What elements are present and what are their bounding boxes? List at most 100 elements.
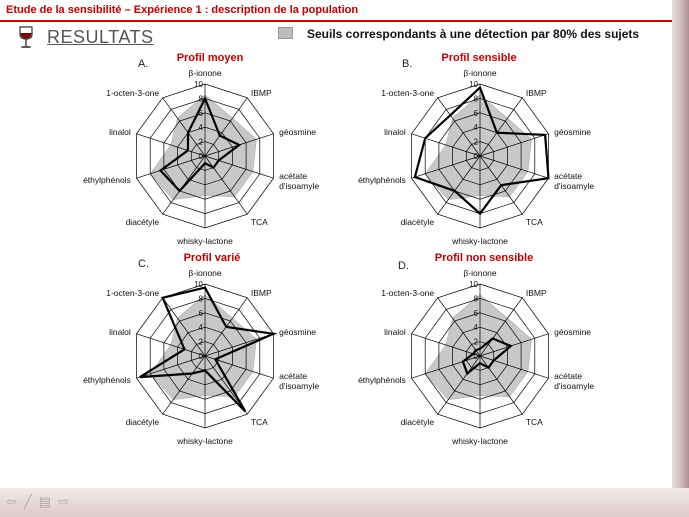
slide-navigation: ⇦ ╱ ▤ ⇨ <box>6 494 76 510</box>
legend: Seuils correspondants à une détection pa… <box>278 27 639 41</box>
grid-spoke <box>479 155 549 179</box>
legend-swatch <box>278 27 293 39</box>
tick-label: 0 <box>199 352 204 361</box>
axis-label: diacétyle <box>401 217 435 227</box>
axis-label: acétate <box>554 371 582 381</box>
axis-label: géosmine <box>554 127 591 137</box>
tick-label: 4 <box>199 123 204 132</box>
grid-spoke <box>437 355 481 415</box>
axis-label: éthylphénols <box>358 375 406 385</box>
grid-spoke <box>136 333 206 357</box>
axis-label: linalol <box>109 127 131 137</box>
grid-spoke <box>136 355 206 379</box>
axis-label: β-ionone <box>188 68 222 78</box>
axis-label: diacétyle <box>126 217 160 227</box>
axis-label: 1-octen-3-one <box>381 288 434 298</box>
axis-label: TCA <box>526 217 543 227</box>
axis-label: diacétyle <box>401 417 435 427</box>
axis-label: diacétyle <box>126 417 160 427</box>
tick-label: 6 <box>199 109 204 118</box>
axis-label: acétate <box>554 171 582 181</box>
tick-label: 6 <box>474 109 479 118</box>
tick-label: 10 <box>194 280 203 289</box>
axis-label: géosmine <box>279 127 316 137</box>
chart-letter: C. <box>138 258 149 270</box>
axis-label: acétate <box>279 371 307 381</box>
axis-label: β-ionone <box>188 268 222 278</box>
tick-label: 6 <box>474 309 479 318</box>
tick-label: 0 <box>474 152 479 161</box>
axis-label: 1-octen-3-one <box>106 288 159 298</box>
grid-spoke <box>437 97 481 157</box>
grid-spoke <box>479 133 549 157</box>
axis-label: whisky-lactone <box>176 236 233 246</box>
grid-spoke <box>162 355 206 415</box>
grid-spoke <box>479 297 523 357</box>
grid-spoke <box>411 333 481 357</box>
profile-line-2 <box>139 286 278 413</box>
legend-label: Seuils correspondants à une détection pa… <box>307 27 640 41</box>
axis-label: d'isoamyle <box>554 181 594 191</box>
tick-label: 8 <box>474 294 479 303</box>
tick-label: 8 <box>474 94 479 103</box>
axis-label: whisky-lactone <box>176 436 233 446</box>
arrow-left-icon[interactable]: ⇦ <box>6 494 17 509</box>
axis-label: 1-octen-3-one <box>381 88 434 98</box>
grid-spoke <box>479 97 523 157</box>
axis-label: TCA <box>526 417 543 427</box>
axis-label: TCA <box>251 417 268 427</box>
axis-label: linalol <box>109 327 131 337</box>
grid-spoke <box>411 133 481 157</box>
grid-spoke <box>204 155 274 179</box>
chart-title: Profil moyen <box>177 52 244 64</box>
grid-spoke <box>136 155 206 179</box>
axis-label: whisky-lactone <box>451 236 508 246</box>
section-title: RESULTATS <box>47 27 154 47</box>
axis-label: IBMP <box>251 88 272 98</box>
grid-spoke <box>162 297 206 357</box>
axis-label: d'isoamyle <box>279 381 319 391</box>
axis-label: éthylphénols <box>358 175 406 185</box>
tick-label: 2 <box>474 338 479 347</box>
chart-letter: D. <box>398 260 409 272</box>
axis-label: éthylphénols <box>83 375 131 385</box>
profile-line-3 <box>461 337 513 376</box>
header-title: Etude de la sensibilité – Expérience 1 :… <box>6 4 359 16</box>
screen-icon[interactable]: ▤ <box>38 494 52 509</box>
axis-label: d'isoamyle <box>279 181 319 191</box>
pen-icon[interactable]: ╱ <box>23 494 32 509</box>
header-divider <box>0 20 672 22</box>
tick-label: 6 <box>199 309 204 318</box>
tick-label: 4 <box>474 323 479 332</box>
tick-label: 4 <box>474 123 479 132</box>
axis-label: géosmine <box>279 327 316 337</box>
wine-glass-icon <box>19 26 33 48</box>
tick-label: 10 <box>469 80 478 89</box>
profile-line-0 <box>158 95 242 193</box>
grid-spoke <box>136 133 206 157</box>
tick-label: 0 <box>199 152 204 161</box>
chart-title: Profil varié <box>184 252 241 264</box>
axis-label: linalol <box>384 327 406 337</box>
tick-label: 8 <box>199 294 204 303</box>
axis-label: IBMP <box>526 88 547 98</box>
axis-label: d'isoamyle <box>554 381 594 391</box>
chart-letter: B. <box>402 58 412 70</box>
chart-letter: A. <box>138 58 148 70</box>
axis-label: linalol <box>384 127 406 137</box>
grid-spoke <box>162 97 206 157</box>
axis-label: 1-octen-3-one <box>106 88 159 98</box>
arrow-right-icon[interactable]: ⇨ <box>58 494 69 509</box>
grid-spoke <box>437 297 481 357</box>
profile-line-1 <box>413 85 550 216</box>
chart-title: Profil sensible <box>441 52 516 64</box>
tick-label: 0 <box>474 352 479 361</box>
grid-spoke <box>437 155 481 215</box>
tick-label: 10 <box>194 80 203 89</box>
grid-spoke <box>204 333 274 357</box>
tick-label: 2 <box>199 338 204 347</box>
axis-label: éthylphénols <box>83 175 131 185</box>
grid-spoke <box>479 333 549 357</box>
axis-label: whisky-lactone <box>451 436 508 446</box>
window-frame-right <box>672 0 689 517</box>
